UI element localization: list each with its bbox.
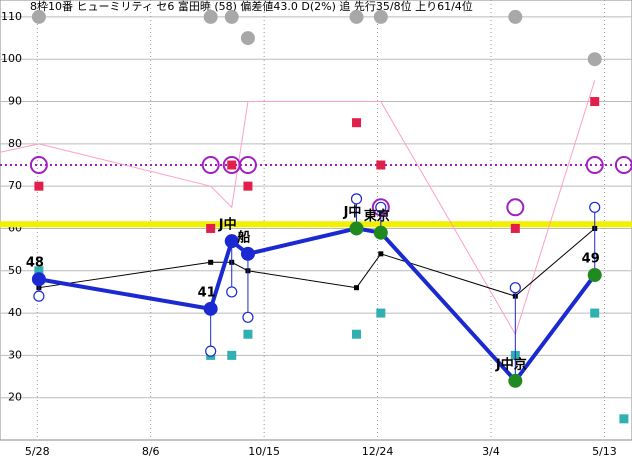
- y-tick-label: 100: [1, 52, 22, 65]
- point: [227, 350, 237, 360]
- point: [33, 290, 45, 302]
- point-label: 49: [582, 252, 600, 267]
- main-point: [349, 221, 364, 236]
- point: [509, 282, 521, 294]
- point: [226, 286, 238, 298]
- main-point: [508, 373, 523, 388]
- point: [29, 156, 48, 174]
- point: [354, 285, 360, 291]
- main-point: [240, 246, 255, 261]
- series-line: [0, 80, 596, 336]
- point: [203, 9, 218, 24]
- main-point: [587, 268, 602, 282]
- y-tick-label: 70: [8, 179, 22, 192]
- point: [349, 9, 364, 24]
- x-tick-label: 8/6: [142, 445, 160, 458]
- y-tick-label: 90: [8, 95, 22, 108]
- y-tick-label: 80: [8, 137, 22, 150]
- point: [508, 9, 523, 24]
- point: [589, 201, 601, 213]
- point: [590, 97, 600, 107]
- point: [352, 118, 362, 128]
- point: [224, 9, 239, 24]
- point: [243, 181, 253, 191]
- point-label: J中: [343, 204, 362, 220]
- point: [587, 52, 602, 67]
- point: [352, 329, 362, 339]
- point-label: 船: [237, 229, 250, 245]
- point: [376, 160, 386, 170]
- point: [376, 308, 386, 318]
- point: [506, 198, 525, 217]
- y-tick-label: 40: [8, 306, 22, 319]
- chart-title: 8枠10番 ヒューミリティ セ6 富田暁 (58) 偏差値43.0 D(2%) …: [30, 0, 473, 13]
- x-tick-label: 5/28: [25, 445, 50, 458]
- main-point: [224, 234, 239, 249]
- plot-area: [0, 0, 632, 441]
- point-label: 東京: [364, 208, 390, 224]
- point: [373, 9, 388, 24]
- point: [350, 193, 363, 205]
- point: [240, 31, 255, 46]
- point: [510, 223, 520, 233]
- point-label: 41: [198, 285, 216, 300]
- point: [238, 156, 257, 174]
- x-tick-label: 12/24: [362, 445, 394, 458]
- main-point: [203, 301, 218, 316]
- point: [201, 156, 220, 174]
- point: [375, 201, 387, 213]
- series-line: [38, 228, 596, 297]
- point-label: J中: [218, 217, 237, 233]
- point: [242, 311, 254, 323]
- point: [34, 266, 44, 276]
- point: [34, 181, 44, 191]
- point-label: 48: [26, 256, 44, 271]
- y-tick-label: 20: [8, 391, 22, 404]
- y-tick-label: 110: [1, 10, 22, 23]
- y-tick-label: 50: [8, 264, 22, 277]
- point-label: J中京: [495, 356, 527, 372]
- point: [227, 160, 237, 170]
- main-line: [38, 226, 597, 384]
- x-tick-label: 10/15: [248, 445, 280, 458]
- point: [31, 9, 46, 24]
- point: [205, 345, 217, 357]
- point: [378, 251, 384, 257]
- point: [590, 308, 600, 318]
- point: [243, 329, 253, 339]
- y-tick-label: 30: [8, 348, 22, 361]
- point: [206, 223, 216, 233]
- main-point: [31, 272, 46, 287]
- point: [619, 414, 629, 424]
- x-tick-label: 3/4: [482, 445, 500, 458]
- point: [585, 156, 604, 174]
- x-tick-label: 5/13: [592, 445, 617, 458]
- point: [208, 259, 214, 265]
- main-point: [373, 225, 388, 240]
